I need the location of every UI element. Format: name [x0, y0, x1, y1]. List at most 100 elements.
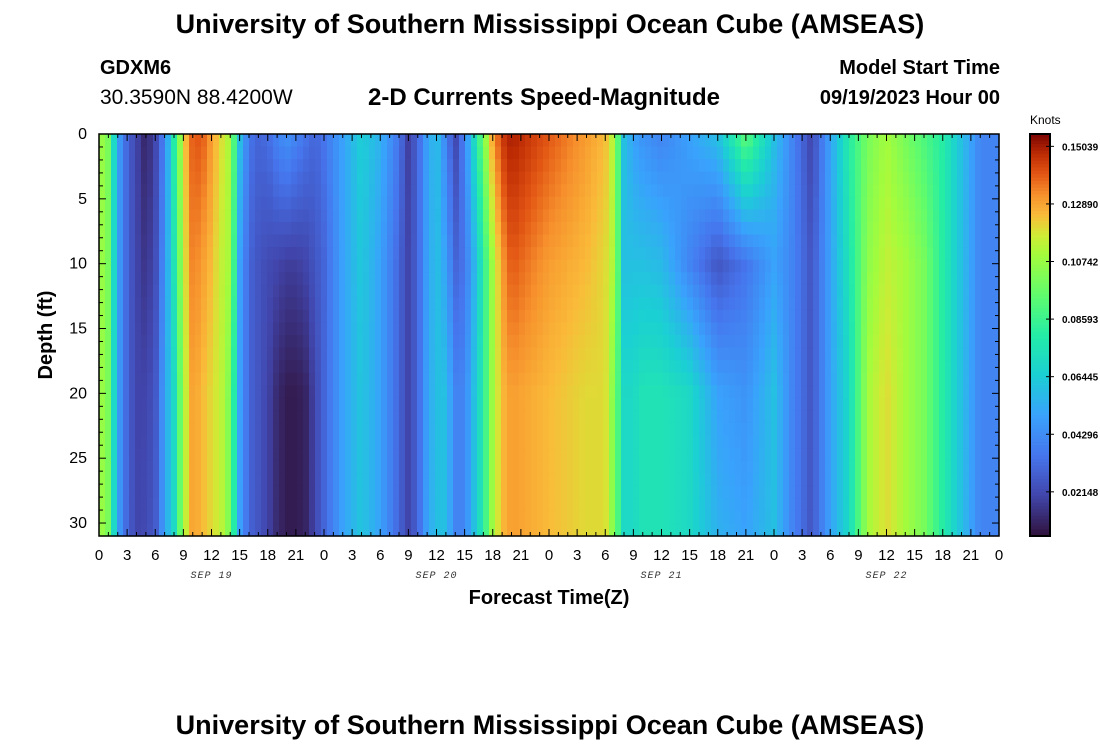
heatmap-cell: [603, 410, 610, 424]
heatmap-cell: [651, 372, 658, 386]
heatmap-cell: [375, 335, 382, 349]
heatmap-cell: [387, 422, 394, 437]
heatmap-cell: [363, 523, 370, 537]
heatmap-cell: [147, 159, 154, 173]
heatmap-cell: [429, 309, 436, 324]
heatmap-cell: [315, 397, 322, 411]
heatmap-cell: [267, 134, 274, 148]
heatmap-cell: [759, 422, 766, 437]
heatmap-cell: [957, 460, 964, 474]
heatmap-cell: [411, 196, 418, 210]
heatmap-cell: [183, 196, 190, 210]
heatmap-cell: [807, 335, 814, 349]
heatmap-cell: [873, 435, 880, 449]
heatmap-cell: [249, 335, 256, 349]
heatmap-cell: [261, 184, 268, 198]
heatmap-cell: [669, 360, 676, 374]
heatmap-cell: [135, 335, 142, 349]
heatmap-cell: [111, 196, 118, 210]
heatmap-cell: [285, 221, 292, 236]
heatmap-cell: [927, 184, 934, 198]
heatmap-cell: [699, 448, 706, 462]
heatmap-cell: [411, 272, 418, 286]
heatmap-cell: [957, 196, 964, 210]
heatmap-cell: [561, 234, 568, 248]
heatmap-cell: [849, 196, 856, 210]
heatmap-cell: [741, 259, 748, 273]
heatmap-cell: [315, 510, 322, 525]
heatmap-cell: [363, 448, 370, 462]
heatmap-cell: [753, 146, 760, 160]
heatmap-cell: [477, 510, 484, 525]
heatmap-cell: [351, 435, 358, 449]
heatmap-cell: [219, 159, 226, 173]
heatmap-cell: [765, 485, 772, 499]
heatmap-cell: [255, 171, 262, 185]
heatmap-cell: [201, 159, 208, 173]
heatmap-cell: [579, 209, 586, 223]
heatmap-cell: [585, 460, 592, 474]
heatmap-cell: [573, 284, 580, 298]
heatmap-cell: [879, 347, 886, 361]
heatmap-cell: [765, 159, 772, 173]
heatmap-cell: [135, 372, 142, 386]
heatmap-cell: [339, 422, 346, 437]
heatmap-cell: [831, 247, 838, 261]
heatmap-cell: [453, 372, 460, 386]
heatmap-cell: [435, 297, 442, 311]
heatmap-cell: [471, 272, 478, 286]
heatmap-cell: [819, 322, 826, 336]
heatmap-cell: [315, 422, 322, 437]
heatmap-cell: [177, 422, 184, 437]
heatmap-cell: [591, 372, 598, 386]
heatmap-cell: [465, 146, 472, 160]
heatmap-cell: [735, 284, 742, 298]
heatmap-cell: [339, 159, 346, 173]
heatmap-cell: [543, 422, 550, 437]
heatmap-cell: [243, 397, 250, 411]
heatmap-cell: [975, 485, 982, 499]
heatmap-cell: [627, 473, 634, 487]
heatmap-cell: [729, 347, 736, 361]
heatmap-cell: [819, 209, 826, 223]
heatmap-cell: [441, 234, 448, 248]
heatmap-cell: [225, 335, 232, 349]
heatmap-cell: [831, 322, 838, 336]
heatmap-cell: [447, 209, 454, 223]
heatmap-cell: [975, 272, 982, 286]
heatmap-cell: [627, 309, 634, 324]
heatmap-cell: [735, 309, 742, 324]
heatmap-cell: [567, 221, 574, 236]
heatmap-cell: [981, 209, 988, 223]
heatmap-cell: [669, 297, 676, 311]
heatmap-cell: [687, 385, 694, 399]
heatmap-cell: [705, 309, 712, 324]
heatmap-cell: [867, 435, 874, 449]
heatmap-cell: [849, 335, 856, 349]
heatmap-cell: [891, 410, 898, 424]
heatmap-cell: [387, 498, 394, 512]
heatmap-cell: [171, 221, 178, 236]
heatmap-cell: [795, 247, 802, 261]
heatmap-cell: [453, 196, 460, 210]
heatmap-cell: [531, 297, 538, 311]
heatmap-cell: [489, 385, 496, 399]
heatmap-cell: [279, 485, 286, 499]
heatmap-cell: [381, 234, 388, 248]
x-tick-label: 6: [601, 547, 609, 564]
heatmap-cell: [873, 335, 880, 349]
heatmap-cell: [327, 234, 334, 248]
heatmap-cell: [429, 184, 436, 198]
heatmap-cell: [219, 234, 226, 248]
heatmap-cell: [753, 196, 760, 210]
heatmap-cell: [957, 297, 964, 311]
heatmap-cell: [567, 146, 574, 160]
heatmap-cell: [849, 221, 856, 236]
heatmap-cell: [111, 159, 118, 173]
heatmap-cell: [123, 410, 130, 424]
heatmap-cell: [111, 259, 118, 273]
heatmap-cell: [219, 473, 226, 487]
heatmap-cell: [609, 159, 616, 173]
heatmap-cell: [489, 347, 496, 361]
heatmap-cell: [969, 272, 976, 286]
